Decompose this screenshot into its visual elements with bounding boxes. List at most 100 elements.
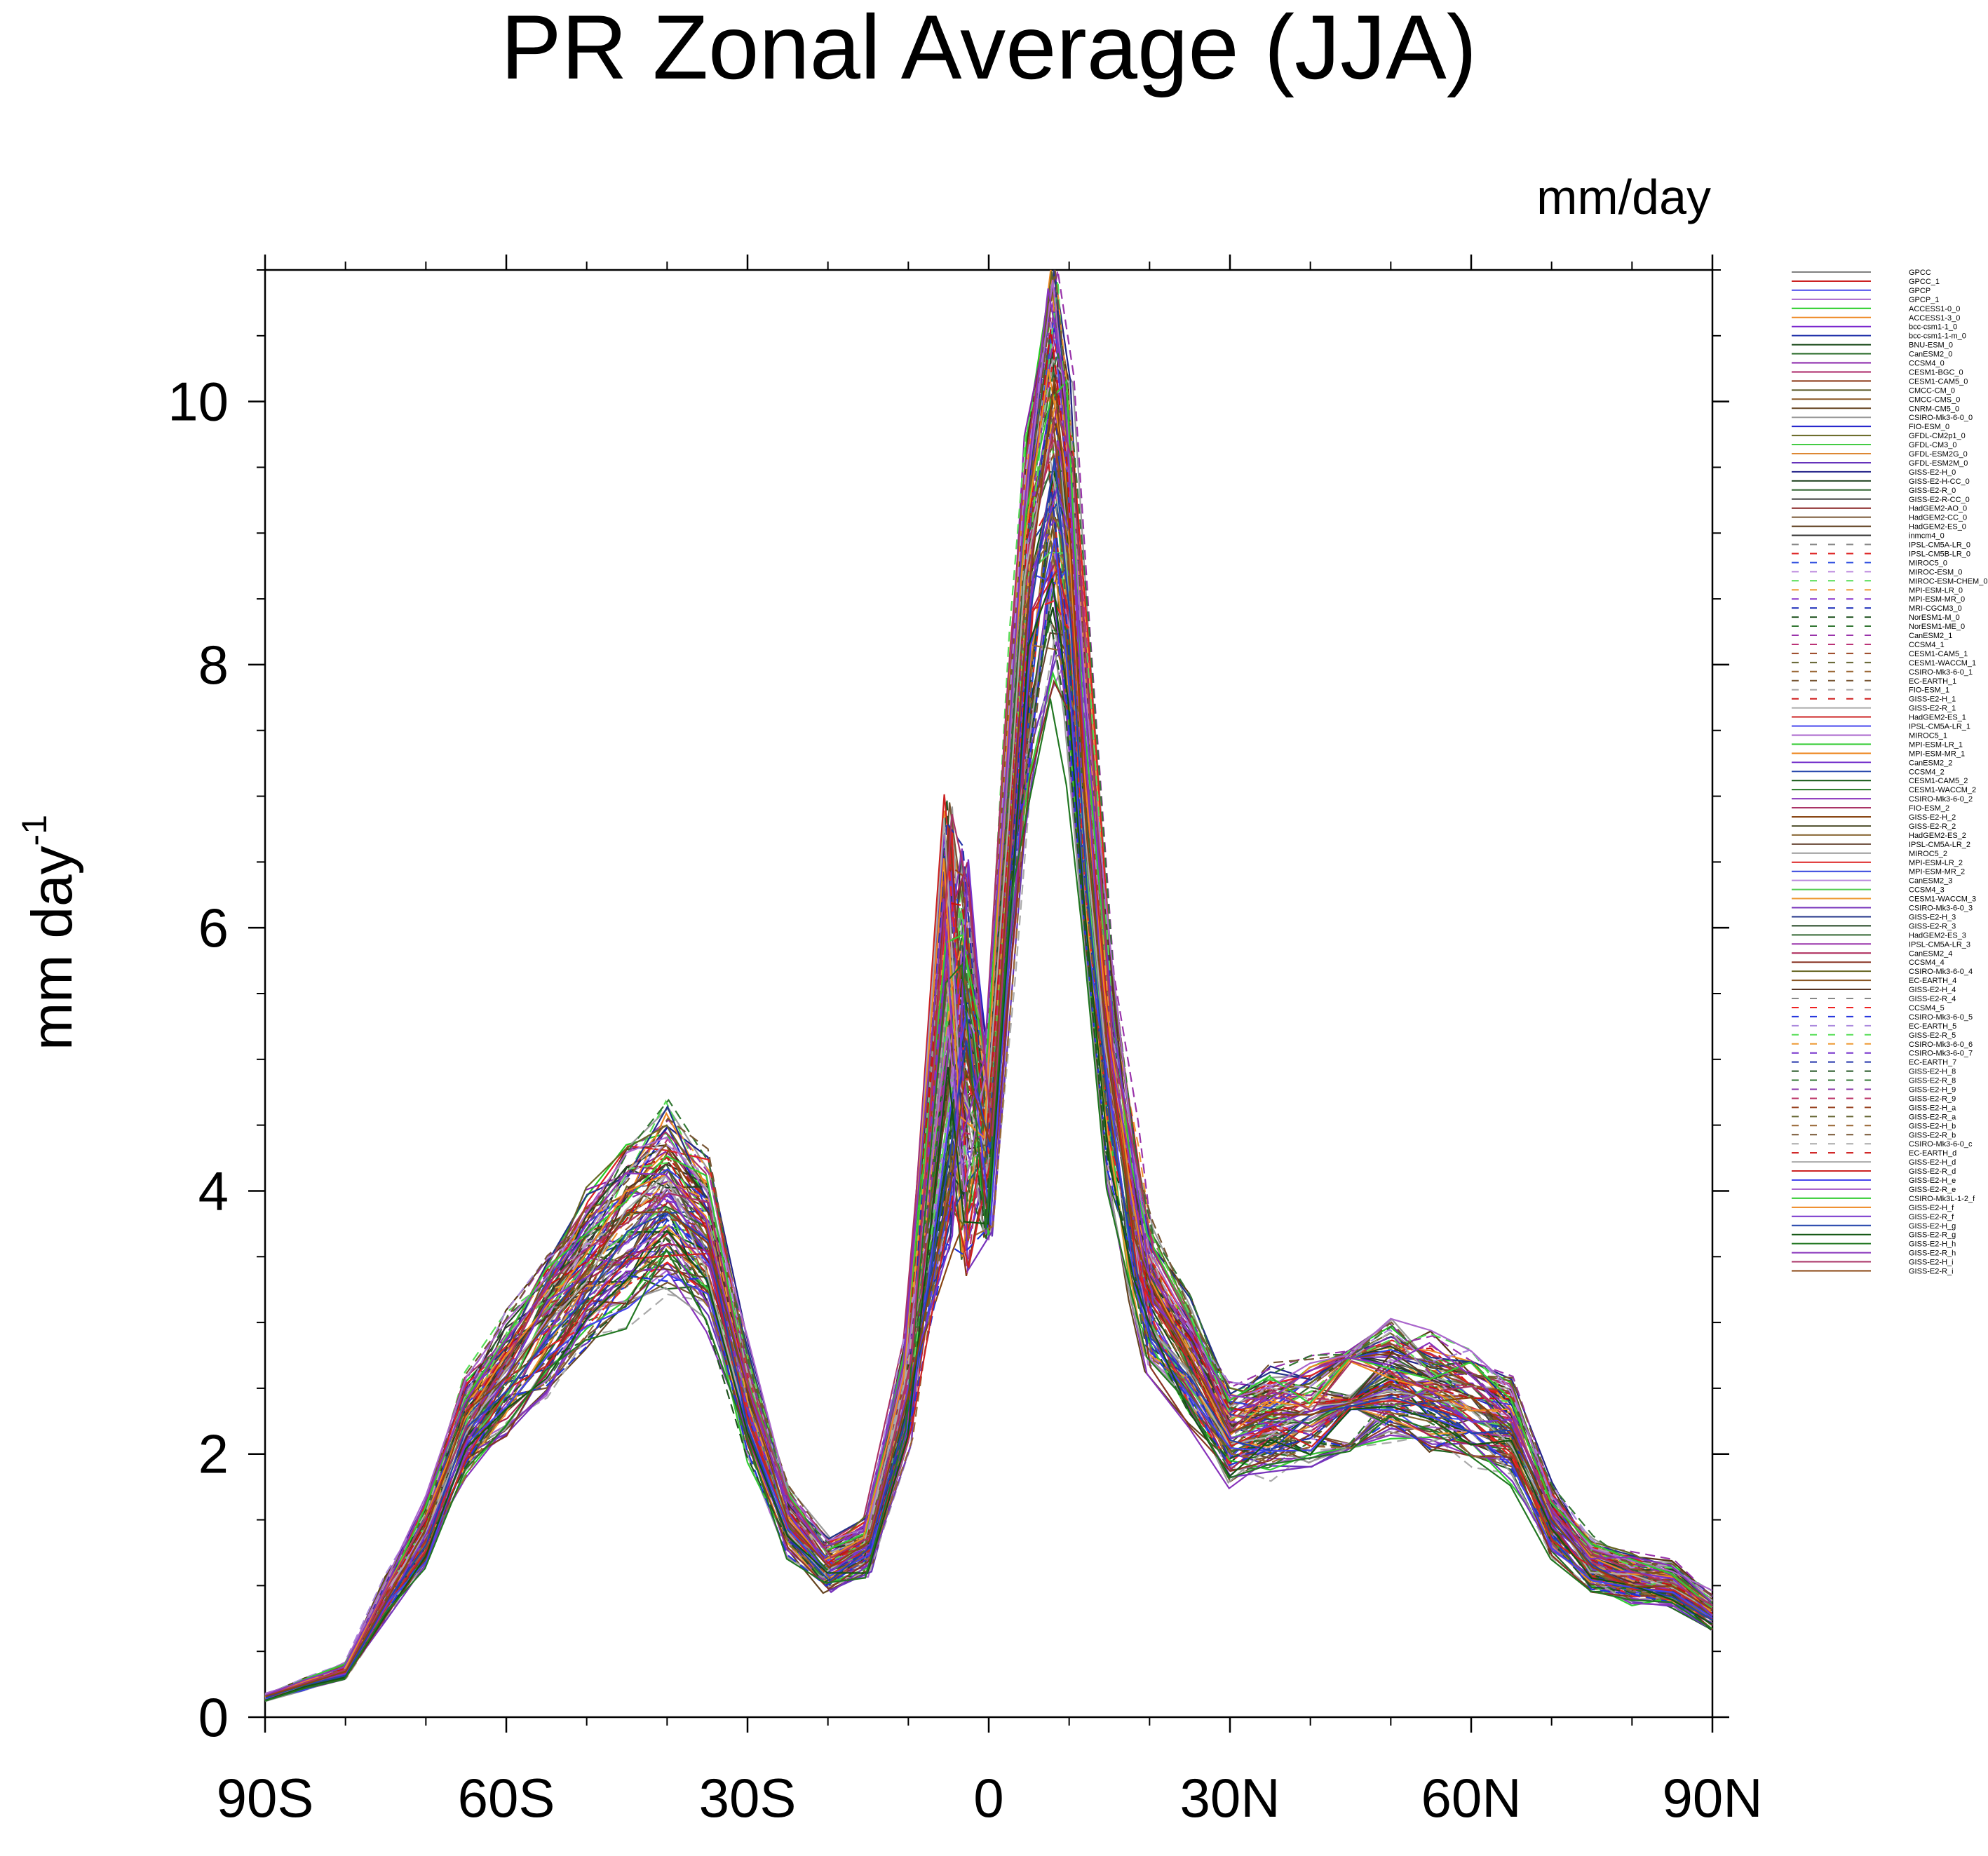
- legend-label: CESM1-CAM5_0: [1909, 377, 1968, 386]
- legend-label: GISS-E2-R_h: [1909, 1249, 1956, 1258]
- legend-label: MPI-ESM-MR_0: [1909, 595, 1965, 604]
- series-line: [264, 438, 1713, 1697]
- legend-label: MIROC-ESM-CHEM_0: [1909, 577, 1987, 585]
- legend-label: GPCP: [1909, 287, 1930, 295]
- y-tick-label: 4: [198, 1160, 229, 1221]
- series-line: [264, 519, 1713, 1698]
- legend-label: MIROC5_2: [1909, 850, 1947, 858]
- legend-label: MIROC-ESM_0: [1909, 568, 1962, 576]
- legend-label: GISS-E2-R_i: [1909, 1268, 1954, 1276]
- legend-label: FIO-ESM_2: [1909, 804, 1949, 813]
- legend-label: CanESM2_1: [1909, 632, 1952, 640]
- legend-label: GISS-E2-R-CC_0: [1909, 496, 1970, 504]
- legend-label: CanESM2_2: [1909, 759, 1952, 767]
- legend-label: GISS-E2-R_0: [1909, 487, 1956, 495]
- y-tick-label: 2: [198, 1423, 229, 1485]
- x-tick-label: 60N: [1421, 1767, 1521, 1829]
- legend-label: HadGEM2-ES_1: [1909, 714, 1966, 722]
- legend-label: CCSM4_0: [1909, 360, 1945, 368]
- legend-label: GISS-E2-R_g: [1909, 1231, 1956, 1240]
- series-line: [264, 269, 1712, 1696]
- legend-label: GISS-E2-H_8: [1909, 1068, 1956, 1076]
- legend-label: BNU-ESM_0: [1909, 341, 1953, 350]
- legend-label: CSIRO-Mk3-6-0_6: [1909, 1041, 1973, 1049]
- legend-label: GISS-E2-H_2: [1909, 813, 1956, 822]
- legend-label: EC-EARTH_7: [1909, 1059, 1956, 1067]
- axis-ticks: 90S 60S 30S 0 30N 60N 90N 0 2 4 6 8 10: [168, 255, 1763, 1829]
- legend-label: HadGEM2-ES_2: [1909, 832, 1966, 840]
- legend-label: GFDL-CM3_0: [1909, 441, 1956, 449]
- series-line: [265, 377, 1713, 1698]
- legend-label: IPSL-CM5A-LR_2: [1909, 841, 1970, 849]
- legend-label: CMCC-CM_0: [1909, 386, 1955, 395]
- legend-label: NorESM1-M_0: [1909, 614, 1960, 622]
- legend-label: CCSM4_4: [1909, 959, 1945, 967]
- chart-title: PR Zonal Average (JJA): [501, 0, 1477, 98]
- legend-label: MIROC5_1: [1909, 731, 1947, 740]
- legend-label: IPSL-CM5B-LR_0: [1909, 550, 1970, 558]
- legend-label: GISS-E2-R_f: [1909, 1213, 1954, 1221]
- legend-label: GISS-E2-R_9: [1909, 1095, 1956, 1103]
- legend-label: CSIRO-Mk3-6-0_1: [1909, 668, 1973, 677]
- series-line: [264, 303, 1712, 1695]
- legend-label: CSIRO-Mk3-6-0_c: [1909, 1140, 1973, 1149]
- legend-label: CCSM4_5: [1909, 1004, 1945, 1012]
- legend-label: GISS-E2-H_a: [1909, 1104, 1956, 1112]
- legend-label: GISS-E2-H_4: [1909, 986, 1956, 994]
- legend: GPCCGPCC_1GPCPGPCP_1ACCESS1-0_0ACCESS1-3…: [1792, 269, 1987, 1276]
- legend-label: GISS-E2-R_a: [1909, 1113, 1956, 1121]
- legend-label: IPSL-CM5A-LR_3: [1909, 940, 1970, 949]
- y-tick-label: 0: [198, 1686, 229, 1748]
- legend-label: GISS-E2-H_0: [1909, 468, 1956, 477]
- legend-label: GISS-E2-H_1: [1909, 696, 1956, 704]
- legend-label: MRI-CGCM3_0: [1909, 604, 1962, 613]
- legend-label: GISS-E2-H_e: [1909, 1177, 1956, 1185]
- legend-label: GISS-E2-H-CC_0: [1909, 477, 1970, 486]
- legend-label: GISS-E2-R_d: [1909, 1167, 1956, 1176]
- legend-label: GISS-E2-R_8: [1909, 1077, 1956, 1085]
- y-axis-label-text: mm day: [20, 846, 84, 1050]
- legend-label: CNRM-CM5_0: [1909, 405, 1959, 413]
- legend-label: CCSM4_1: [1909, 641, 1945, 649]
- legend-label: CCSM4_3: [1909, 886, 1945, 895]
- y-tick-label: 6: [198, 897, 229, 959]
- legend-label: GISS-E2-H_i: [1909, 1259, 1954, 1267]
- legend-label: GISS-E2-R_1: [1909, 705, 1956, 713]
- legend-label: CanESM2_0: [1909, 351, 1952, 359]
- series-line: [265, 600, 1713, 1700]
- legend-label: CESM1-CAM5_2: [1909, 777, 1968, 785]
- legend-label: MPI-ESM-LR_2: [1909, 859, 1963, 867]
- legend-label: CSIRO-Mk3L-1-2_f: [1909, 1195, 1975, 1203]
- legend-label: MIROC5_0: [1909, 559, 1947, 567]
- legend-label: GFDL-ESM2G_0: [1909, 450, 1968, 459]
- legend-label: CCSM4_2: [1909, 768, 1945, 776]
- legend-label: GPCC_1: [1909, 278, 1940, 286]
- x-tick-label: 90N: [1662, 1767, 1762, 1829]
- legend-label: CESM1-WACCM_1: [1909, 659, 1976, 668]
- series-line: [264, 698, 1712, 1702]
- series-line: [266, 644, 1713, 1701]
- legend-label: inmcm4_0: [1909, 532, 1945, 541]
- series-line: [266, 351, 1713, 1696]
- legend-label: bcc-csm1-1_0: [1909, 323, 1957, 332]
- legend-label: EC-EARTH_1: [1909, 677, 1956, 686]
- legend-label: GFDL-CM2p1_0: [1909, 432, 1966, 440]
- legend-label: GISS-E2-H_d: [1909, 1158, 1956, 1167]
- legend-label: GISS-E2-H_g: [1909, 1222, 1956, 1231]
- x-tick-label: 30S: [699, 1767, 797, 1829]
- legend-label: EC-EARTH_d: [1909, 1149, 1956, 1158]
- legend-label: HadGEM2-CC_0: [1909, 514, 1967, 522]
- legend-label: HadGEM2-ES_0: [1909, 523, 1966, 531]
- y-axis-label: mm day-1: [15, 815, 84, 1050]
- legend-label: EC-EARTH_4: [1909, 977, 1956, 985]
- legend-label: FIO-ESM_1: [1909, 686, 1949, 695]
- legend-label: GISS-E2-R_4: [1909, 995, 1956, 1003]
- legend-label: MPI-ESM-MR_1: [1909, 750, 1965, 758]
- legend-label: CSIRO-Mk3-6-0_4: [1909, 968, 1973, 976]
- legend-label: CSIRO-Mk3-6-0_5: [1909, 1013, 1973, 1022]
- legend-label: ACCESS1-3_0: [1909, 314, 1960, 323]
- series-line: [264, 379, 1712, 1698]
- legend-label: GISS-E2-R_b: [1909, 1131, 1956, 1139]
- x-tick-label: 60S: [458, 1767, 555, 1829]
